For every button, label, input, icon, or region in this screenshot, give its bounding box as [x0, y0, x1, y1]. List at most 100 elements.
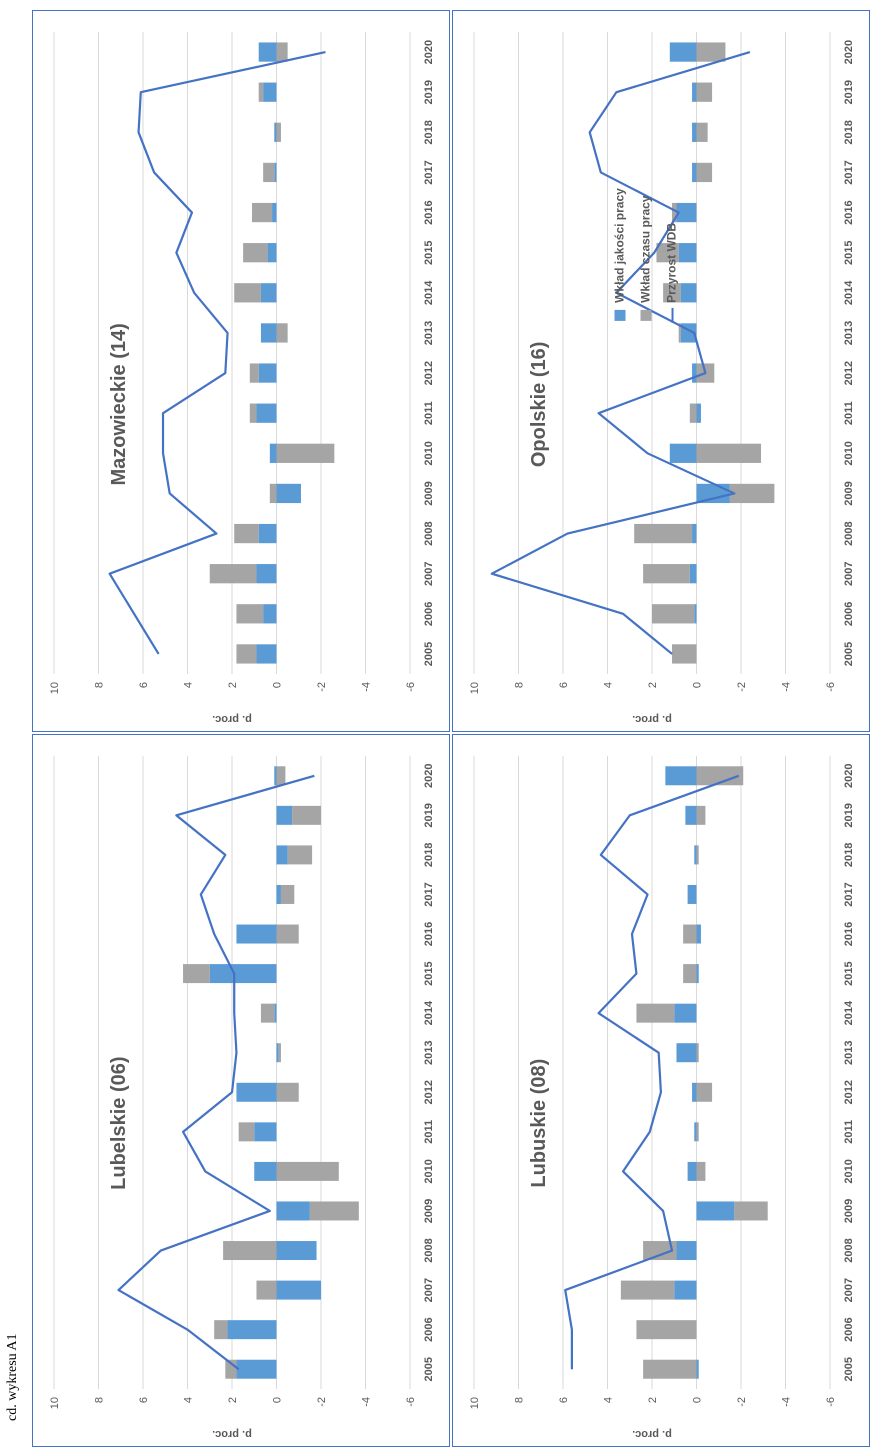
x-tick-label: 2012	[843, 1080, 855, 1104]
chart-title: Lubelskie (06)	[108, 1056, 130, 1189]
bar-wklad-jakosci	[272, 202, 277, 223]
bar-wklad-czasu	[292, 805, 322, 825]
bar-wklad-czasu	[278, 1043, 281, 1063]
x-tick-label: 2011	[843, 1120, 855, 1144]
line-przyrost-wdb	[108, 50, 326, 655]
y-tick-label: 10	[469, 682, 481, 694]
bar-wklad-czasu	[683, 964, 697, 984]
chart-svg: 10 8 6 4 2 0 -2 -4 -6 p. proc. Opolskie (16) 2005 20…	[452, 10, 870, 732]
x-tick-label: 2014	[423, 1000, 435, 1025]
legend-label: Przyrost WDB	[665, 223, 679, 303]
bar-wklad-jakosci	[274, 1003, 277, 1023]
bar-wklad-jakosci	[687, 884, 697, 904]
bar-wklad-jakosci	[276, 1241, 317, 1261]
y-tick-label: 10	[469, 1397, 481, 1409]
figure-caption: cd. wykresu A1	[5, 1333, 20, 1422]
bar-wklad-jakosci	[678, 243, 697, 263]
bar-wklad-jakosci	[696, 964, 699, 984]
x-tick-label: 2007	[843, 561, 855, 585]
bar-wklad-czasu	[276, 1082, 299, 1102]
y-tick-label: 2	[647, 1397, 659, 1403]
y-tick-label: 2	[227, 1397, 239, 1403]
y-tick-label: 8	[514, 682, 526, 688]
x-tick-label: 2012	[843, 361, 855, 385]
bar-wklad-czasu	[258, 82, 264, 102]
x-tick-label: 2018	[423, 120, 435, 144]
x-tick-label: 2019	[843, 80, 855, 104]
x-tick-label: 2014	[843, 1000, 855, 1025]
bar-wklad-jakosci	[276, 884, 281, 904]
bar-wklad-jakosci	[276, 805, 293, 825]
x-tick-label: 2006	[423, 602, 435, 626]
bar-wklad-czasu	[696, 42, 726, 62]
x-tick-label: 2019	[423, 803, 435, 827]
bar-wklad-jakosci	[256, 403, 277, 423]
x-tick-label: 2018	[843, 843, 855, 867]
bar-wklad-jakosci	[274, 122, 277, 142]
y-axis-label: p. proc.	[212, 1428, 252, 1440]
bar-wklad-czasu	[696, 1082, 713, 1102]
bar-wklad-czasu	[636, 1003, 675, 1023]
bar-wklad-czasu	[234, 283, 261, 303]
x-tick-label: 2020	[423, 764, 435, 788]
x-tick-label: 2016	[843, 922, 855, 946]
bar-wklad-czasu	[696, 122, 708, 142]
bar-wklad-jakosci	[669, 443, 697, 463]
y-tick-label: 6	[138, 1397, 150, 1403]
bar-wklad-jakosci	[692, 162, 697, 183]
x-tick-label: 2020	[423, 40, 435, 64]
bar-wklad-jakosci	[256, 644, 277, 664]
bar-wklad-czasu	[696, 766, 744, 786]
y-axis-label: p. proc.	[632, 713, 672, 725]
bar-wklad-jakosci	[274, 766, 277, 786]
bar-wklad-czasu	[683, 924, 697, 944]
bar-wklad-jakosci	[258, 523, 277, 544]
bar-wklad-czasu	[243, 243, 268, 263]
x-tick-label: 2010	[423, 1159, 435, 1183]
bar-wklad-jakosci	[236, 924, 277, 944]
bar-wklad-jakosci	[687, 1161, 697, 1181]
y-tick-label: 0	[272, 1397, 284, 1403]
bar-wklad-jakosci	[236, 1359, 277, 1379]
bar-wklad-czasu	[309, 1201, 359, 1221]
y-tick-label: -2	[316, 682, 328, 692]
bar-wklad-jakosci	[276, 1201, 310, 1221]
bar-wklad-czasu	[183, 964, 210, 984]
bar-wklad-jakosci	[263, 604, 277, 624]
bar-wklad-czasu	[252, 202, 273, 223]
x-tick-label: 2020	[843, 40, 855, 64]
x-tick-label: 2013	[423, 1040, 435, 1064]
y-tick-label: 10	[49, 1397, 61, 1409]
bar-wklad-jakosci	[692, 82, 697, 102]
y-tick-label: 6	[138, 682, 150, 688]
bar-wklad-czasu	[634, 523, 693, 544]
x-tick-label: 2005	[843, 1357, 855, 1381]
x-tick-label: 2017	[843, 160, 855, 184]
bar-wklad-czasu	[643, 564, 690, 584]
bar-wklad-czasu	[696, 1122, 699, 1142]
y-tick-label: -4	[361, 682, 373, 692]
legend-label: Wkład jakości pracy	[613, 188, 627, 303]
y-tick-label: -4	[361, 1397, 373, 1407]
y-tick-label: 4	[183, 682, 195, 688]
x-tick-label: 2008	[423, 1238, 435, 1262]
bar-wklad-czasu	[696, 1043, 699, 1063]
bar-wklad-jakosci	[260, 283, 277, 303]
y-tick-label: 0	[692, 1397, 704, 1403]
bar-wklad-czasu	[276, 42, 288, 62]
bar-wklad-jakosci	[680, 283, 697, 303]
bar-wklad-czasu	[214, 1320, 228, 1340]
bar-wklad-jakosci	[676, 202, 697, 223]
y-tick-label: 8	[94, 682, 106, 688]
y-tick-label: 8	[514, 1397, 526, 1403]
y-tick-label: -6	[405, 682, 417, 692]
x-tick-label: 2009	[843, 481, 855, 505]
x-tick-label: 2015	[843, 240, 855, 264]
bar-wklad-czasu	[276, 766, 286, 786]
bar-wklad-czasu	[236, 644, 257, 664]
bar-wklad-jakosci	[674, 1003, 697, 1023]
bar-wklad-jakosci	[276, 845, 288, 865]
y-tick-label: 0	[272, 682, 284, 688]
y-tick-label: 0	[692, 682, 704, 688]
panel-border	[452, 10, 870, 732]
